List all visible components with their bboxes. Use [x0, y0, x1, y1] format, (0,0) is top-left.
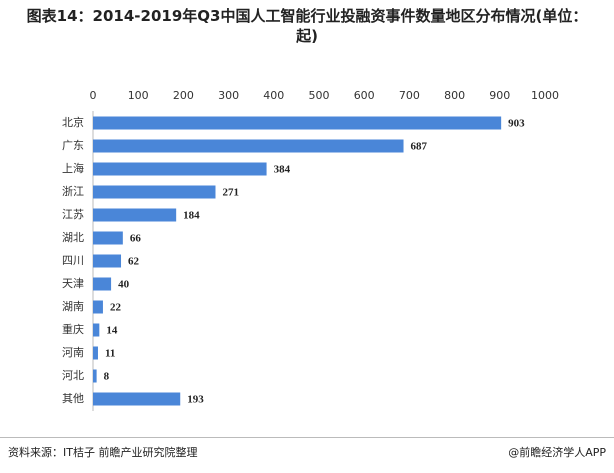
y-tick-label: 浙江 — [62, 185, 84, 198]
y-tick-label: 江苏 — [62, 208, 84, 221]
chart-title: 图表14：2014-2019年Q3中国人工智能行业投融资事件数量地区分布情况(单… — [26, 7, 588, 45]
y-tick-label: 湖南 — [62, 300, 84, 313]
value-label: 40 — [118, 279, 130, 291]
y-tick-label: 河北 — [62, 369, 84, 382]
value-label: 687 — [411, 141, 428, 153]
bar — [93, 369, 97, 383]
value-label: 66 — [130, 233, 142, 245]
bar — [93, 116, 502, 130]
value-label: 903 — [508, 118, 525, 130]
x-tick-label: 400 — [263, 89, 284, 102]
x-tick-label: 100 — [128, 89, 149, 102]
bar — [93, 392, 181, 406]
value-label: 11 — [105, 348, 115, 360]
x-tick-label: 600 — [354, 89, 375, 102]
y-tick-label: 湖北 — [62, 231, 84, 244]
x-tick-label: 300 — [218, 89, 239, 102]
x-tick-label: 0 — [90, 89, 97, 102]
x-tick-label: 500 — [309, 89, 330, 102]
watermark: @前瞻经济学人APP — [508, 446, 606, 459]
value-label: 384 — [274, 164, 291, 176]
bar — [93, 139, 404, 153]
bar — [93, 254, 122, 268]
value-label: 14 — [106, 325, 118, 337]
y-tick-label: 重庆 — [62, 322, 84, 336]
bar — [93, 300, 103, 314]
value-label: 271 — [222, 187, 239, 199]
bar — [93, 346, 98, 360]
bar — [93, 162, 267, 176]
bar — [93, 185, 216, 199]
y-tick-label: 广东 — [62, 139, 84, 152]
bar — [93, 231, 123, 245]
value-label: 22 — [110, 302, 122, 314]
value-label: 193 — [187, 394, 204, 406]
y-tick-label: 河南 — [62, 346, 84, 359]
x-tick-label: 700 — [399, 89, 420, 102]
value-label: 184 — [183, 210, 200, 222]
bar — [93, 277, 112, 291]
x-tick-label: 200 — [173, 89, 194, 102]
source: 资料来源：IT桔子 前瞻产业研究院整理 — [8, 446, 198, 459]
value-label: 8 — [104, 371, 110, 383]
y-tick-label: 上海 — [62, 161, 84, 175]
x-tick-label: 900 — [489, 89, 510, 102]
y-tick-label: 天津 — [62, 277, 84, 290]
x-tick-label: 800 — [444, 89, 465, 102]
y-tick-label: 其他 — [62, 392, 84, 405]
y-tick-label: 四川 — [62, 254, 84, 267]
bar — [93, 208, 177, 222]
value-label: 62 — [128, 256, 140, 268]
separator — [0, 437, 614, 438]
x-tick-label: 1000 — [531, 89, 559, 102]
y-tick-label: 北京 — [62, 115, 84, 129]
bar — [93, 323, 100, 337]
